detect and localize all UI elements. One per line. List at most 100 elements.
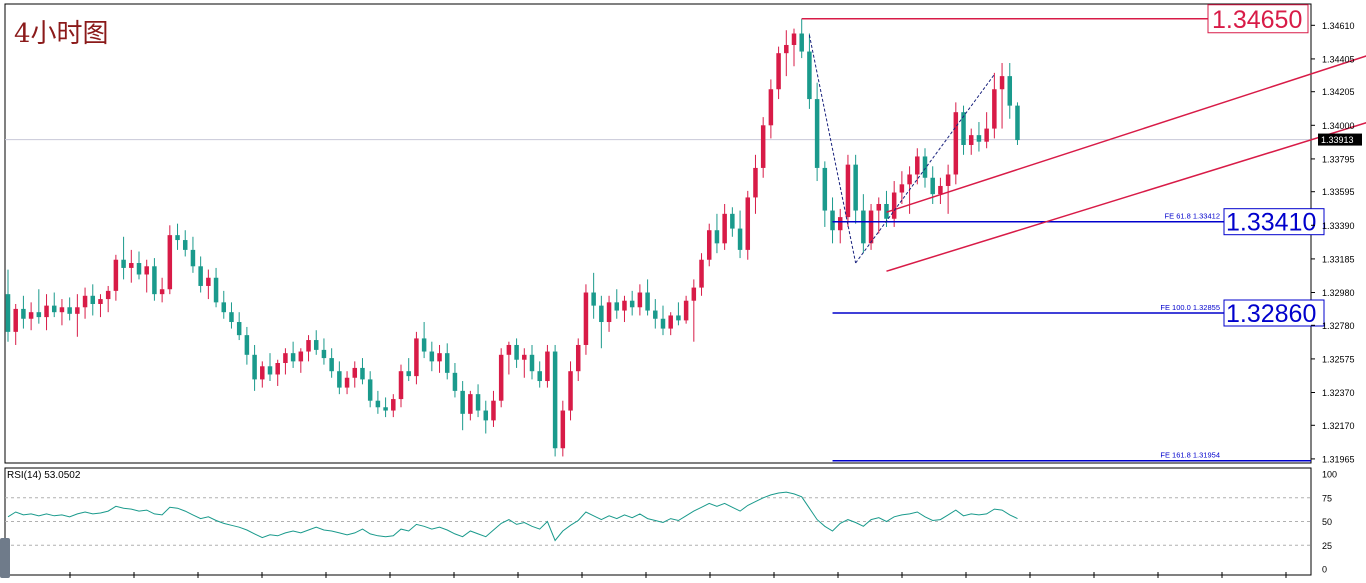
candle-body (992, 89, 997, 129)
candle-body (206, 277, 211, 286)
candle-body (298, 351, 304, 362)
candle-body (182, 240, 188, 250)
candle-body (444, 353, 450, 373)
candle-body (606, 302, 612, 323)
rsi-tick-label: 100 (1322, 470, 1337, 480)
candle-body (67, 307, 72, 314)
candle-body (44, 305, 49, 318)
candle-body (229, 312, 234, 323)
candle-body (313, 340, 319, 350)
candle-body (260, 366, 265, 380)
candle-body (337, 371, 342, 388)
candle-body (491, 400, 496, 421)
price-tick-label: 1.33795 (1322, 154, 1355, 164)
candle-body (475, 394, 481, 411)
candle-body (622, 300, 627, 311)
candle-body (853, 164, 858, 211)
candle-body (221, 302, 227, 313)
scroll-handle[interactable] (0, 538, 10, 578)
candle-body (236, 322, 242, 336)
candle-body (938, 185, 943, 195)
price-tick-label: 1.32575 (1322, 354, 1355, 364)
rsi-panel: 100 75 50 25 0 (5, 470, 1337, 575)
candle-body (13, 308, 18, 332)
current-price-tag (1318, 133, 1362, 146)
price-tick-label: 1.32980 (1322, 288, 1355, 298)
candle-body (683, 300, 689, 321)
candle-body (999, 76, 1005, 90)
candle-body (28, 312, 34, 319)
candle-body (105, 290, 111, 300)
candle-body (737, 228, 743, 250)
candle-body (784, 44, 789, 54)
candle-body (814, 99, 820, 168)
candle-body (136, 263, 142, 275)
fe-level-label: FE 161.8 1.31954 (1160, 451, 1220, 460)
candle-body (267, 366, 273, 375)
candle-body (614, 302, 620, 311)
candle-body (252, 354, 257, 380)
candle-body (599, 305, 604, 323)
candle-body (383, 407, 388, 411)
candle-body (460, 390, 465, 414)
candle-body (375, 400, 381, 408)
candle-body (791, 33, 797, 45)
candle-body (837, 217, 843, 231)
candle-body (414, 338, 419, 377)
candle-body (676, 315, 681, 321)
candle-body (75, 307, 80, 314)
candle-body (360, 367, 365, 380)
candle-body (583, 292, 589, 345)
price-tick-label: 1.32780 (1322, 321, 1355, 331)
candle-body (159, 289, 165, 295)
fe-level-box-label: 1.33410 (1226, 209, 1316, 237)
rsi-tick-label: 50 (1322, 517, 1332, 527)
candle-body (21, 308, 26, 319)
candle-body (730, 213, 735, 229)
candle-body (653, 310, 658, 319)
candle-body (868, 210, 874, 244)
candle-body (637, 292, 643, 308)
candle-body (437, 353, 442, 362)
candle-body (545, 351, 550, 382)
candle-body (699, 259, 704, 288)
price-tick-label: 1.34000 (1322, 121, 1355, 131)
candle-body (468, 394, 473, 414)
price-tick-label: 1.31965 (1322, 454, 1355, 464)
candle-body (51, 305, 57, 313)
candle-body (90, 295, 96, 304)
candle-body (984, 128, 989, 142)
candle-body (961, 112, 966, 145)
resistance-label: 1.34650 (1212, 6, 1302, 34)
candle-body (144, 266, 149, 275)
zigzag-leg (808, 35, 857, 264)
price-tick-label: 1.33595 (1322, 187, 1355, 197)
candle-body (498, 354, 504, 401)
candle-body (152, 266, 157, 295)
candle-body (529, 354, 535, 372)
candle-body (113, 259, 119, 291)
candle-body (1015, 105, 1020, 141)
candle-body (884, 203, 889, 219)
candle-body (968, 135, 974, 145)
rsi-label: RSI(14) 53.0502 (7, 470, 81, 481)
candle-body (760, 125, 766, 168)
candle-body (591, 292, 596, 306)
candle-body (167, 235, 173, 290)
candle-body (1007, 76, 1013, 106)
candle-body (776, 53, 781, 90)
candle-body (930, 177, 935, 195)
candle-body (59, 307, 65, 313)
candle-body (575, 344, 581, 372)
candle-body (36, 312, 42, 318)
candle-body (645, 292, 650, 311)
price-tick-label: 1.33390 (1322, 221, 1355, 231)
rsi-tick-label: 75 (1322, 493, 1332, 503)
candle-body (82, 295, 88, 308)
candle-body (976, 135, 982, 142)
candle-body (121, 259, 126, 268)
candle-body (915, 156, 920, 175)
